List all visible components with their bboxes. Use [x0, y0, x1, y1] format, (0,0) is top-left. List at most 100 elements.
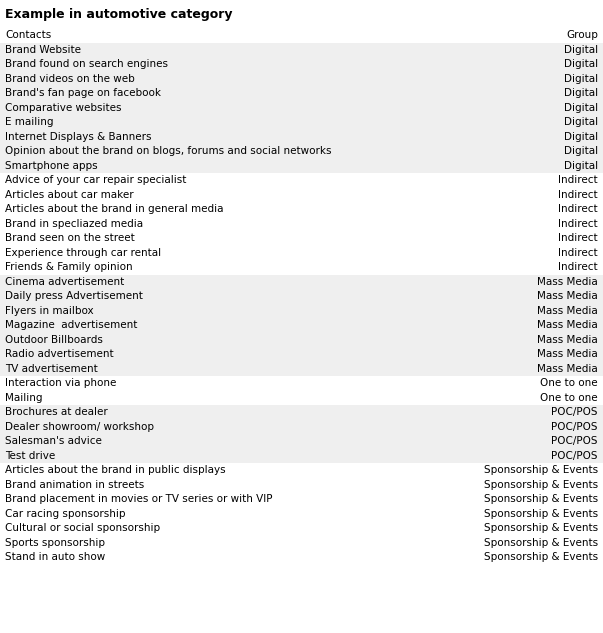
Text: Smartphone apps: Smartphone apps	[5, 161, 98, 171]
Bar	[0, 303, 603, 318]
Text: Friends & Family opinion: Friends & Family opinion	[5, 262, 133, 272]
Bar	[0, 101, 603, 115]
Bar	[0, 463, 603, 477]
Text: Mass Media: Mass Media	[537, 291, 598, 301]
Text: Sponsorship & Events: Sponsorship & Events	[484, 494, 598, 505]
Bar	[0, 391, 603, 405]
Text: Mailing: Mailing	[5, 392, 42, 403]
Text: Digital: Digital	[564, 117, 598, 127]
Text: Indirect: Indirect	[558, 204, 598, 214]
Text: Opinion about the brand on blogs, forums and social networks: Opinion about the brand on blogs, forums…	[5, 146, 332, 156]
Text: Brand's fan page on facebook: Brand's fan page on facebook	[5, 88, 161, 98]
Text: Mass Media: Mass Media	[537, 349, 598, 360]
Bar	[0, 347, 603, 361]
Bar	[0, 28, 603, 42]
Text: Car racing sponsorship: Car racing sponsorship	[5, 509, 125, 519]
Text: Brand placement in movies or TV series or with VIP: Brand placement in movies or TV series o…	[5, 494, 273, 505]
Text: Flyers in mailbox: Flyers in mailbox	[5, 306, 93, 316]
Text: Mass Media: Mass Media	[537, 277, 598, 287]
Text: POC/POS: POC/POS	[552, 451, 598, 461]
Text: Daily press Advertisement: Daily press Advertisement	[5, 291, 143, 301]
Text: E mailing: E mailing	[5, 117, 54, 127]
Text: Articles about the brand in general media: Articles about the brand in general medi…	[5, 204, 224, 214]
Bar	[0, 492, 603, 506]
Bar	[0, 332, 603, 347]
Text: POC/POS: POC/POS	[552, 422, 598, 432]
Bar	[0, 202, 603, 216]
Text: TV advertisement: TV advertisement	[5, 364, 98, 373]
Text: Radio advertisement: Radio advertisement	[5, 349, 113, 360]
Text: Digital: Digital	[564, 146, 598, 156]
Text: Brand seen on the street: Brand seen on the street	[5, 233, 134, 243]
Bar	[0, 405, 603, 420]
Text: POC/POS: POC/POS	[552, 436, 598, 446]
Text: Sponsorship & Events: Sponsorship & Events	[484, 538, 598, 548]
Bar	[0, 318, 603, 332]
Text: Cultural or social sponsorship: Cultural or social sponsorship	[5, 523, 160, 533]
Bar	[0, 361, 603, 376]
Text: One to one: One to one	[540, 392, 598, 403]
Text: POC/POS: POC/POS	[552, 407, 598, 417]
Bar	[0, 521, 603, 536]
Text: Brochures at dealer: Brochures at dealer	[5, 407, 108, 417]
Text: Brand videos on the web: Brand videos on the web	[5, 74, 134, 84]
Text: Cinema advertisement: Cinema advertisement	[5, 277, 124, 287]
Text: Digital: Digital	[564, 74, 598, 84]
Text: Group: Group	[566, 30, 598, 41]
Text: Sponsorship & Events: Sponsorship & Events	[484, 480, 598, 490]
Text: Indirect: Indirect	[558, 233, 598, 243]
Text: Indirect: Indirect	[558, 219, 598, 229]
Bar	[0, 246, 603, 260]
Text: Test drive: Test drive	[5, 451, 55, 461]
Text: Brand Website: Brand Website	[5, 45, 81, 54]
Text: Mass Media: Mass Media	[537, 306, 598, 316]
Text: Digital: Digital	[564, 45, 598, 54]
Text: Sponsorship & Events: Sponsorship & Events	[484, 523, 598, 533]
Text: Contacts: Contacts	[5, 30, 51, 41]
Bar	[0, 289, 603, 303]
Text: Digital: Digital	[564, 132, 598, 142]
Bar	[0, 115, 603, 130]
Text: Comparative websites: Comparative websites	[5, 103, 121, 113]
Text: Sponsorship & Events: Sponsorship & Events	[484, 465, 598, 475]
Bar	[0, 231, 603, 246]
Text: Articles about the brand in public displays: Articles about the brand in public displ…	[5, 465, 226, 475]
Bar	[0, 130, 603, 144]
Text: Indirect: Indirect	[558, 190, 598, 200]
Bar	[0, 57, 603, 72]
Bar	[0, 420, 603, 434]
Text: Sponsorship & Events: Sponsorship & Events	[484, 509, 598, 519]
Bar	[0, 550, 603, 565]
Text: Mass Media: Mass Media	[537, 320, 598, 330]
Text: Brand found on search engines: Brand found on search engines	[5, 60, 168, 69]
Text: Example in automotive category: Example in automotive category	[5, 8, 233, 21]
Bar	[0, 536, 603, 550]
Bar	[0, 216, 603, 231]
Text: Indirect: Indirect	[558, 262, 598, 272]
Text: Salesman's advice: Salesman's advice	[5, 436, 102, 446]
Text: Experience through car rental: Experience through car rental	[5, 248, 161, 258]
Text: Stand in auto show: Stand in auto show	[5, 552, 106, 562]
Text: One to one: One to one	[540, 379, 598, 388]
Bar	[0, 434, 603, 449]
Text: Interaction via phone: Interaction via phone	[5, 379, 116, 388]
Text: Sports sponsorship: Sports sponsorship	[5, 538, 105, 548]
Bar	[0, 158, 603, 173]
Text: Advice of your car repair specialist: Advice of your car repair specialist	[5, 175, 186, 185]
Text: Digital: Digital	[564, 161, 598, 171]
Text: Outdoor Billboards: Outdoor Billboards	[5, 335, 103, 345]
Bar	[0, 477, 603, 492]
Bar	[0, 275, 603, 289]
Text: Digital: Digital	[564, 88, 598, 98]
Text: Internet Displays & Banners: Internet Displays & Banners	[5, 132, 151, 142]
Text: Mass Media: Mass Media	[537, 335, 598, 345]
Text: Sponsorship & Events: Sponsorship & Events	[484, 552, 598, 562]
Text: Indirect: Indirect	[558, 175, 598, 185]
Text: Mass Media: Mass Media	[537, 364, 598, 373]
Bar	[0, 144, 603, 158]
Text: Articles about car maker: Articles about car maker	[5, 190, 134, 200]
Text: Digital: Digital	[564, 103, 598, 113]
Bar	[0, 72, 603, 86]
Text: Dealer showroom/ workshop: Dealer showroom/ workshop	[5, 422, 154, 432]
Bar	[0, 376, 603, 391]
